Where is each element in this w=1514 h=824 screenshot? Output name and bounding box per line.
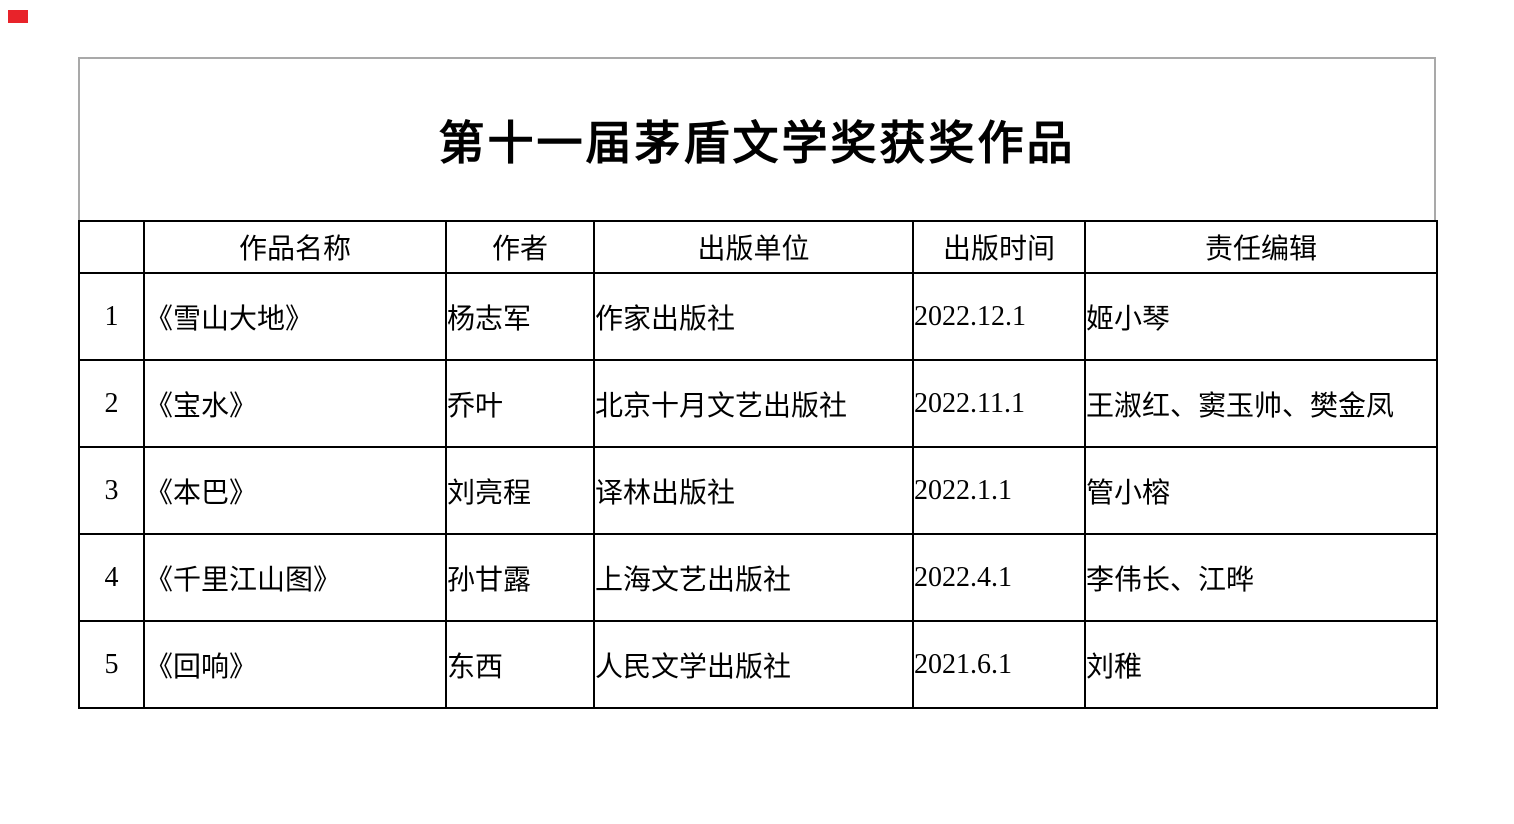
cell-title: 《宝水》 xyxy=(143,359,447,448)
column-header-editor: 责任编辑 xyxy=(1084,220,1438,274)
cell-index: 4 xyxy=(78,533,145,622)
cell-publisher: 人民文学出版社 xyxy=(593,620,914,709)
table-row: 5 《回响》 东西 人民文学出版社 2021.6.1 刘稚 xyxy=(78,620,1438,709)
awards-table: 作品名称 作者 出版单位 出版时间 责任编辑 1 《雪山大地》 杨志军 作家出版… xyxy=(78,220,1438,709)
cell-title: 《千里江山图》 xyxy=(143,533,447,622)
cell-publisher: 北京十月文艺出版社 xyxy=(593,359,914,448)
document: 第十一届茅盾文学奖获奖作品 作品名称 作者 出版单位 出版时间 责任编辑 1 《… xyxy=(78,57,1438,709)
cell-date: 2022.11.1 xyxy=(912,359,1086,448)
cell-editor: 刘稚 xyxy=(1084,620,1438,709)
table-row: 1 《雪山大地》 杨志军 作家出版社 2022.12.1 姬小琴 xyxy=(78,272,1438,361)
cell-editor: 王淑红、窦玉帅、樊金凤 xyxy=(1084,359,1438,448)
table-row: 4 《千里江山图》 孙甘露 上海文艺出版社 2022.4.1 李伟长、江晔 xyxy=(78,533,1438,622)
page-title: 第十一届茅盾文学奖获奖作品 xyxy=(438,116,1076,169)
header-row: 作品名称 作者 出版单位 出版时间 责任编辑 xyxy=(78,220,1438,274)
cell-date: 2022.1.1 xyxy=(912,446,1086,535)
cell-author: 东西 xyxy=(445,620,595,709)
cell-author: 杨志军 xyxy=(445,272,595,361)
cell-title: 《回响》 xyxy=(143,620,447,709)
column-header-index xyxy=(78,220,145,274)
cell-title: 《本巴》 xyxy=(143,446,447,535)
column-header-date: 出版时间 xyxy=(912,220,1086,274)
cell-author: 孙甘露 xyxy=(445,533,595,622)
cell-index: 2 xyxy=(78,359,145,448)
cell-author: 刘亮程 xyxy=(445,446,595,535)
column-header-publisher: 出版单位 xyxy=(593,220,914,274)
cell-editor: 李伟长、江晔 xyxy=(1084,533,1438,622)
cell-publisher: 作家出版社 xyxy=(593,272,914,361)
cell-publisher: 上海文艺出版社 xyxy=(593,533,914,622)
cell-index: 5 xyxy=(78,620,145,709)
red-marker xyxy=(8,10,28,23)
cell-editor: 管小榕 xyxy=(1084,446,1438,535)
cell-date: 2022.12.1 xyxy=(912,272,1086,361)
table-row: 2 《宝水》 乔叶 北京十月文艺出版社 2022.11.1 王淑红、窦玉帅、樊金… xyxy=(78,359,1438,448)
table-row: 3 《本巴》 刘亮程 译林出版社 2022.1.1 管小榕 xyxy=(78,446,1438,535)
cell-author: 乔叶 xyxy=(445,359,595,448)
cell-editor: 姬小琴 xyxy=(1084,272,1438,361)
column-header-author: 作者 xyxy=(445,220,595,274)
cell-index: 1 xyxy=(78,272,145,361)
cell-index: 3 xyxy=(78,446,145,535)
cell-date: 2022.4.1 xyxy=(912,533,1086,622)
column-header-title: 作品名称 xyxy=(143,220,447,274)
title-block: 第十一届茅盾文学奖获奖作品 xyxy=(78,57,1436,220)
cell-title: 《雪山大地》 xyxy=(143,272,447,361)
cell-date: 2021.6.1 xyxy=(912,620,1086,709)
cell-publisher: 译林出版社 xyxy=(593,446,914,535)
